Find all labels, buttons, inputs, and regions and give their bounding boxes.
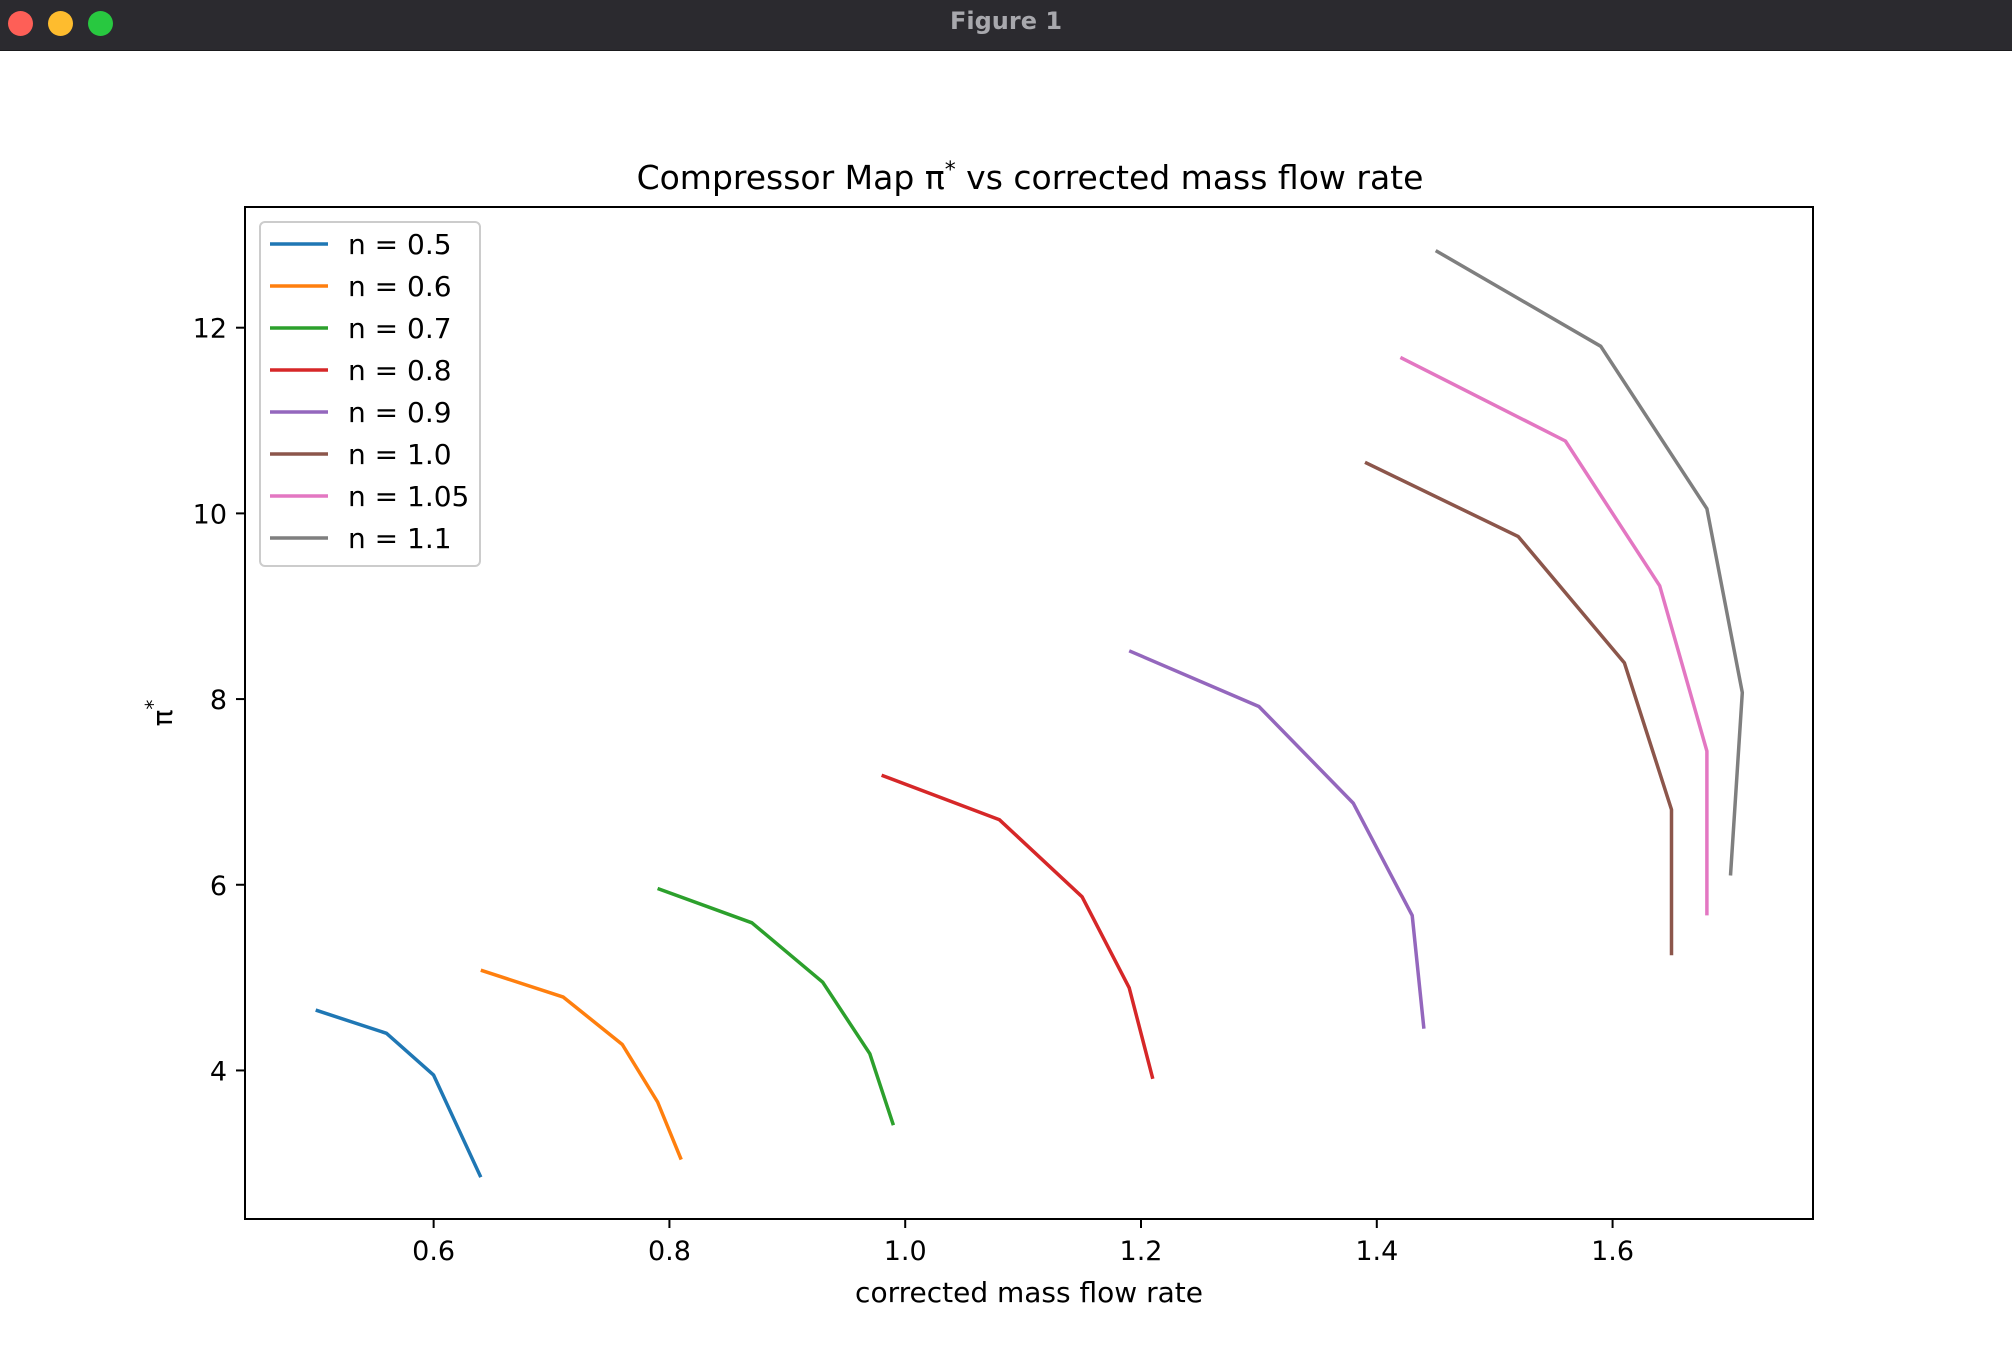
window-title: Figure 1 [949,7,1063,35]
legend-label: n = 0.5 [348,228,452,261]
legend-label: n = 0.7 [348,312,452,345]
series-line-3 [657,886,896,1126]
y-axis: 4 6 8 10 12 [193,314,245,1087]
x-tick-label: 1.0 [884,1236,927,1267]
series-line-6 [1364,460,1674,956]
y-axis-label: π* [141,700,179,727]
minimize-window-button[interactable] [48,11,73,36]
y-tick-label: 4 [210,1056,227,1087]
y-tick-label: 8 [210,685,227,716]
legend-label: n = 1.1 [348,522,452,555]
x-axis: 0.6 0.8 1.0 1.2 1.4 1.6 [412,1219,1634,1267]
legend-label: n = 0.9 [348,396,452,429]
legend-label: n = 0.6 [348,270,452,303]
x-tick-label: 1.6 [1591,1236,1634,1267]
legend-label: n = 1.05 [348,480,469,513]
legend: n = 0.5 n = 0.6 n = 0.7 n = 0.8 n = 0.9 n = 1… [259,221,481,567]
legend-label: n = 1.0 [348,438,452,471]
x-tick-label: 0.8 [648,1236,691,1267]
series-line-7 [1399,355,1709,916]
series-line-1 [315,1008,483,1178]
legend-label: n = 0.8 [348,354,452,387]
chart: Compressor Map π* vs corrected mass flow… [141,158,1814,1309]
chart-title: Compressor Map π* vs corrected mass flow… [637,158,1424,198]
window-titlebar: Figure 1 [0,0,2012,51]
x-tick-label: 1.2 [1120,1236,1163,1267]
series-line-2 [480,968,683,1161]
series-line-5 [1128,649,1426,1029]
plot-area [244,206,1814,1220]
series-line-8 [1434,249,1745,876]
maximize-window-button[interactable] [88,11,113,36]
y-tick-label: 10 [193,499,227,530]
close-window-button[interactable] [8,11,33,36]
x-axis-label: corrected mass flow rate [855,1276,1203,1309]
x-tick-label: 1.4 [1355,1236,1398,1267]
legend-box [259,221,481,567]
series-lines [315,249,1745,1178]
y-tick-label: 6 [210,871,227,902]
y-tick-label: 12 [193,314,227,345]
figure-canvas: Compressor Map π* vs corrected mass flow… [0,51,2012,1360]
x-tick-label: 0.6 [412,1236,455,1267]
series-line-4 [880,773,1155,1080]
